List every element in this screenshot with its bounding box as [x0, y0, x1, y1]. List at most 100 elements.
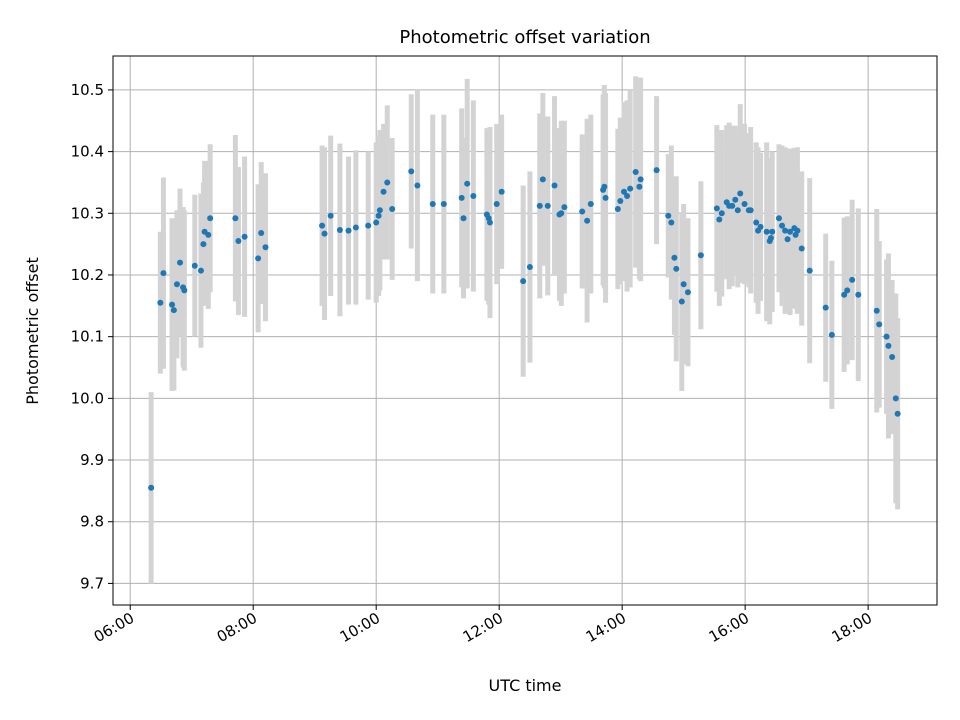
data-point	[352, 224, 359, 231]
data-point	[197, 267, 204, 274]
data-point	[621, 188, 628, 195]
data-point	[241, 233, 248, 240]
data-point	[794, 227, 801, 234]
data-point	[787, 228, 794, 235]
data-point	[544, 202, 551, 209]
data-point	[160, 270, 167, 277]
data-point	[798, 245, 805, 252]
data-point	[486, 219, 493, 226]
data-point	[408, 168, 415, 175]
data-point	[844, 287, 851, 294]
data-point	[321, 230, 328, 237]
data-point	[389, 205, 396, 212]
data-point	[173, 281, 180, 288]
data-point	[148, 484, 155, 491]
data-point	[235, 238, 242, 245]
data-point	[157, 299, 164, 306]
data-point	[493, 201, 500, 208]
x-axis-label: UTC time	[489, 676, 562, 695]
data-point	[169, 301, 176, 308]
data-point	[769, 228, 776, 235]
y-tick-label: 10.2	[71, 266, 104, 284]
data-point	[601, 183, 608, 190]
data-point	[440, 201, 447, 208]
data-point	[855, 291, 862, 298]
data-point	[763, 228, 770, 235]
y-tick-label: 10.4	[71, 143, 104, 161]
data-point	[520, 278, 527, 285]
data-point	[365, 222, 372, 229]
data-point	[602, 194, 609, 201]
data-point	[894, 410, 901, 417]
data-point	[429, 201, 436, 208]
data-point	[779, 222, 786, 229]
data-point	[729, 202, 736, 209]
data-point	[262, 244, 269, 251]
data-point	[822, 304, 829, 311]
data-point	[327, 212, 334, 219]
data-point	[718, 210, 725, 217]
data-point	[883, 333, 890, 340]
data-point	[561, 204, 568, 211]
y-axis-label: Photometric offset	[23, 257, 42, 405]
data-point	[734, 207, 741, 214]
data-point	[345, 227, 352, 234]
data-point	[376, 207, 383, 214]
data-point	[539, 176, 546, 183]
data-point	[876, 321, 883, 328]
y-tick-label: 10.3	[71, 204, 104, 222]
data-point	[181, 287, 188, 294]
y-tick-label: 9.7	[80, 574, 104, 592]
data-point	[741, 201, 748, 208]
data-point	[697, 252, 704, 259]
data-point	[191, 262, 198, 269]
y-tick-label: 9.9	[80, 451, 104, 469]
data-point	[255, 255, 262, 262]
data-point	[536, 202, 543, 209]
data-point	[757, 223, 764, 230]
data-point	[464, 180, 471, 187]
data-point	[458, 194, 465, 201]
data-point	[841, 291, 848, 298]
data-point	[713, 205, 720, 212]
data-point	[319, 222, 326, 229]
data-point	[579, 208, 586, 215]
data-point	[384, 179, 391, 186]
data-point	[873, 307, 880, 314]
data-point	[782, 227, 789, 234]
data-point	[673, 265, 680, 272]
data-point	[587, 201, 594, 208]
data-point	[767, 234, 774, 241]
data-point	[849, 276, 856, 283]
data-point	[668, 219, 675, 226]
data-point	[732, 196, 739, 203]
data-point	[665, 212, 672, 219]
data-point	[205, 231, 212, 238]
data-point	[207, 215, 214, 222]
data-point	[678, 298, 685, 305]
data-point	[828, 331, 835, 338]
data-point	[885, 342, 892, 349]
data-point	[747, 207, 754, 214]
data-point	[414, 182, 421, 189]
y-tick-label: 10.5	[71, 81, 104, 99]
data-point	[632, 168, 639, 175]
data-point	[258, 230, 265, 237]
data-point	[775, 215, 782, 222]
data-point	[737, 190, 744, 197]
data-point	[584, 217, 591, 224]
y-tick-label: 10.1	[71, 328, 104, 346]
data-point	[526, 263, 533, 270]
data-point	[200, 241, 207, 248]
data-point	[806, 267, 813, 274]
data-point	[624, 193, 631, 200]
data-point	[460, 215, 467, 222]
data-point	[617, 197, 624, 204]
data-point	[784, 236, 791, 243]
data-point	[470, 193, 477, 200]
data-point	[627, 185, 634, 192]
data-point	[684, 289, 691, 296]
data-point	[232, 215, 239, 222]
